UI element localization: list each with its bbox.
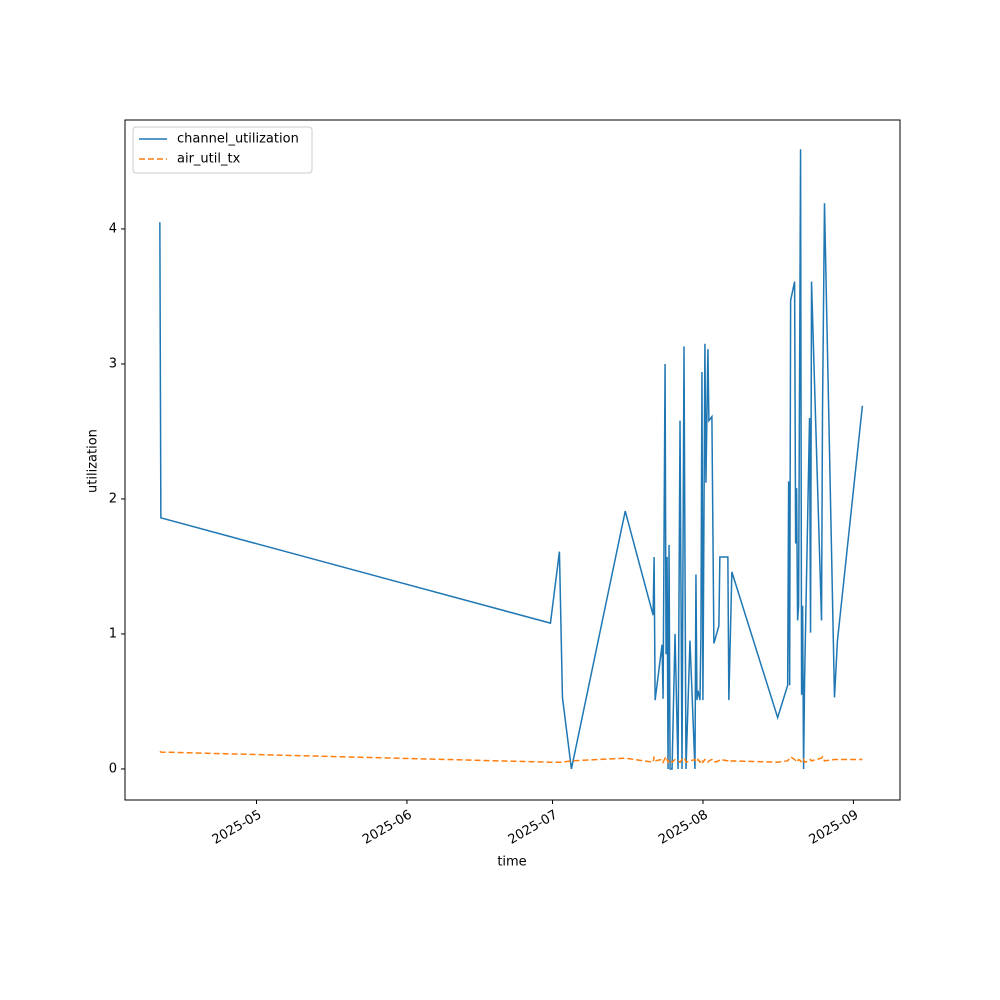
y-tick-label: 0: [109, 761, 117, 776]
data-line: [159, 750, 863, 765]
x-tick-label: 2025-07: [506, 808, 561, 848]
plot-frame: [124, 119, 901, 801]
y-tick-label: 3: [109, 356, 117, 371]
legend: channel_utilization air_util_tx: [132, 126, 313, 174]
y-axis-label: utilization: [86, 429, 101, 493]
legend-label: channel_utilization: [177, 132, 299, 147]
legend-box: [132, 126, 313, 174]
y-tick-label: 2: [109, 491, 117, 506]
y-tick-label: 1: [109, 626, 117, 641]
x-tick-label: 2025-06: [360, 808, 415, 848]
x-tick-label: 2025-08: [656, 808, 711, 848]
x-tick-label: 2025-09: [807, 808, 862, 848]
x-tick-label: 2025-05: [210, 808, 265, 848]
legend-label: air_util_tx: [177, 152, 241, 167]
y-tick-label: 4: [109, 221, 117, 236]
data-line: [159, 149, 864, 770]
x-axis-label: time: [497, 855, 526, 870]
